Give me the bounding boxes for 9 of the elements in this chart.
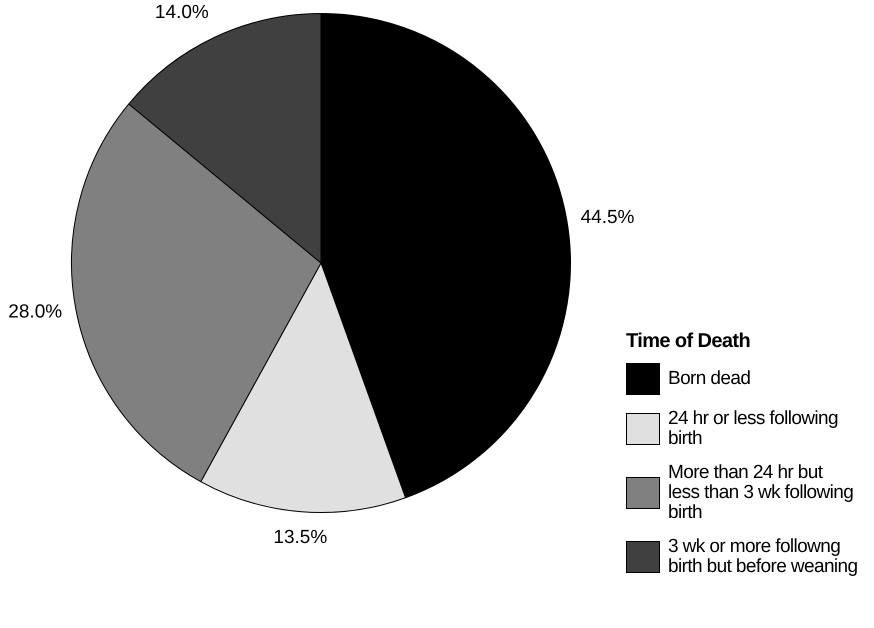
data-label: 44.5% [580,206,635,228]
data-label: 28.0% [8,302,62,323]
legend-label: 3 wk or more followng birth but before weaning [668,536,858,577]
legend-title: Time of Death [626,330,752,353]
legend-label: More than 24 hr but less than 3 wk following birth [668,462,854,523]
data-label: 13.5% [273,526,328,548]
data-label: 14.0% [154,2,209,23]
legend-label: Born dead [668,368,752,389]
legend-label: 24 hr or less following birth [668,408,839,449]
